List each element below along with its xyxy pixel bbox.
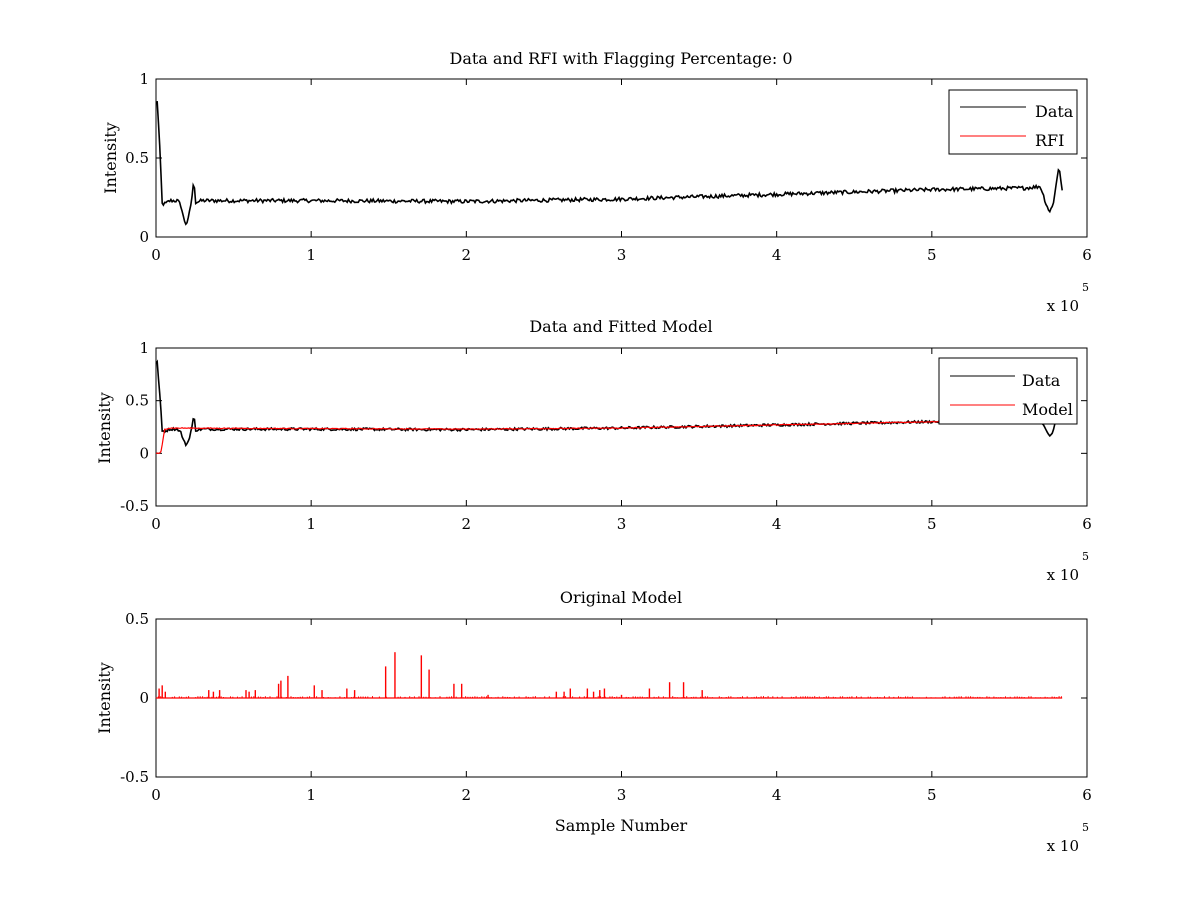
x-tick-label: 1 <box>306 515 316 533</box>
x-tick-label: 6 <box>1082 246 1092 264</box>
x-tick-label: 2 <box>462 246 472 264</box>
x-multiplier-base: x 10 <box>1047 837 1079 855</box>
x-tick-label: 5 <box>927 786 937 804</box>
y-tick-label: 1 <box>139 70 149 88</box>
x-tick-label: 3 <box>617 786 627 804</box>
x-tick-label: 4 <box>772 786 782 804</box>
x-multiplier-exponent: 5 <box>1082 550 1089 563</box>
x-tick-label: 1 <box>306 246 316 264</box>
y-tick-label: -0.5 <box>120 497 149 515</box>
x-tick-label: 0 <box>151 515 161 533</box>
series-line-model <box>155 419 1026 455</box>
y-tick-label: -0.5 <box>120 768 149 786</box>
x-tick-label: 3 <box>617 246 627 264</box>
y-tick-label: 0 <box>139 444 149 462</box>
x-tick-label: 1 <box>306 786 316 804</box>
y-tick-label: 0.5 <box>125 392 149 410</box>
subplot-1-legend-label-rfi: RFI <box>1035 131 1064 150</box>
y-tick-label: 0.5 <box>125 149 149 167</box>
subplot-1-legend: Data RFI <box>948 89 1078 155</box>
x-multiplier-base: x 10 <box>1047 297 1079 315</box>
subplot-3-title: Original Model <box>560 588 682 607</box>
subplot-1-legend-box <box>948 89 1078 155</box>
x-tick-label: 4 <box>772 246 782 264</box>
x-tick-label: 3 <box>617 515 627 533</box>
subplot-1-plot-area: 0 1 2 3 4 5 600.51x 105 <box>125 70 1092 315</box>
x-tick-label: 6 <box>1082 515 1092 533</box>
subplot-1-title: Data and RFI with Flagging Percentage: 0 <box>449 49 792 68</box>
subplot-2-plot-area: 0 1 2 3 4 5 6-0.500.51x 105 <box>120 339 1092 584</box>
x-tick-label: 4 <box>772 515 782 533</box>
subplot-2-ylabel: Intensity <box>95 392 114 464</box>
subplot-2-legend-box <box>938 357 1078 425</box>
x-multiplier-exponent: 5 <box>1082 281 1089 294</box>
x-tick-label: 5 <box>927 515 937 533</box>
y-tick-label: 0.5 <box>125 610 149 628</box>
subplot-3-plot-area: 0 1 2 3 4 5 6-0.500.5x 105 <box>120 610 1092 855</box>
series-line-data <box>155 100 1063 226</box>
subplot-1-ylabel: Intensity <box>101 122 120 194</box>
subplot-1-legend-label-data: Data <box>1035 102 1074 121</box>
x-tick-label: 0 <box>151 246 161 264</box>
x-tick-label: 5 <box>927 246 937 264</box>
subplot-2-legend: Data Model <box>938 357 1078 425</box>
y-tick-label: 0 <box>139 689 149 707</box>
subplot-3-xlabel: Sample Number <box>555 816 688 835</box>
y-tick-label: 1 <box>139 339 149 357</box>
subplot-3-ylabel: Intensity <box>95 662 114 734</box>
x-tick-label: 2 <box>462 515 472 533</box>
y-tick-label: 0 <box>139 228 149 246</box>
subplot-1: Data and RFI with Flagging Percentage: 0… <box>101 49 1092 315</box>
subplot-2: Data and Fitted Model Intensity 0 1 2 3 4 5 6 -… <box>95 317 1092 584</box>
x-multiplier-exponent: 5 <box>1082 821 1089 834</box>
x-tick-label: 0 <box>151 786 161 804</box>
series-noise <box>155 696 1062 698</box>
x-multiplier-base: x 10 <box>1047 566 1079 584</box>
subplot-3: Original Model Intensity Sample Number 0… <box>95 588 1092 855</box>
subplot-2-legend-label-model: Model <box>1022 400 1073 419</box>
x-tick-label: 2 <box>462 786 472 804</box>
subplot-2-legend-label-data: Data <box>1022 371 1061 390</box>
x-tick-label: 6 <box>1082 786 1092 804</box>
subplot-2-title: Data and Fitted Model <box>529 317 712 336</box>
